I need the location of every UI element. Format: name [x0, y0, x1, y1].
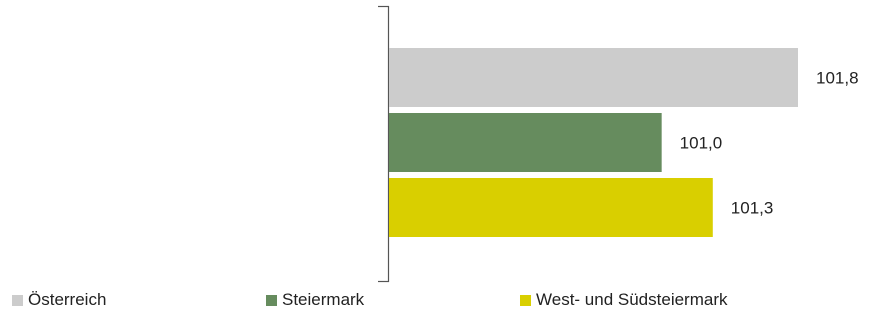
data-label-west-und-suedsteiermark: 101,3 [731, 199, 774, 218]
bar-oesterreich [389, 48, 798, 107]
legend-item-oesterreich: Österreich [12, 290, 106, 310]
legend-swatch-steiermark [266, 294, 277, 306]
value-axis [378, 5, 390, 283]
legend-swatch-west-und-suedsteiermark [520, 294, 531, 306]
data-labels-group: 101,8 101,0 101,3 [680, 69, 859, 218]
legend-item-steiermark: Steiermark [266, 290, 364, 310]
bars-group [389, 48, 798, 237]
bar-west-und-suedsteiermark [389, 178, 713, 237]
data-label-oesterreich: 101,8 [816, 69, 859, 88]
legend-label-oesterreich: Österreich [28, 290, 107, 309]
data-label-steiermark: 101,0 [680, 134, 723, 153]
legend: Österreich Steiermark West- und Südsteie… [0, 290, 872, 314]
legend-swatch-oesterreich [12, 294, 23, 306]
legend-label-steiermark: Steiermark [282, 290, 365, 309]
bar-steiermark [389, 113, 662, 172]
legend-label-west-und-suedsteiermark: West- und Südsteiermark [536, 290, 728, 309]
legend-item-west-und-suedsteiermark: West- und Südsteiermark [520, 290, 727, 310]
